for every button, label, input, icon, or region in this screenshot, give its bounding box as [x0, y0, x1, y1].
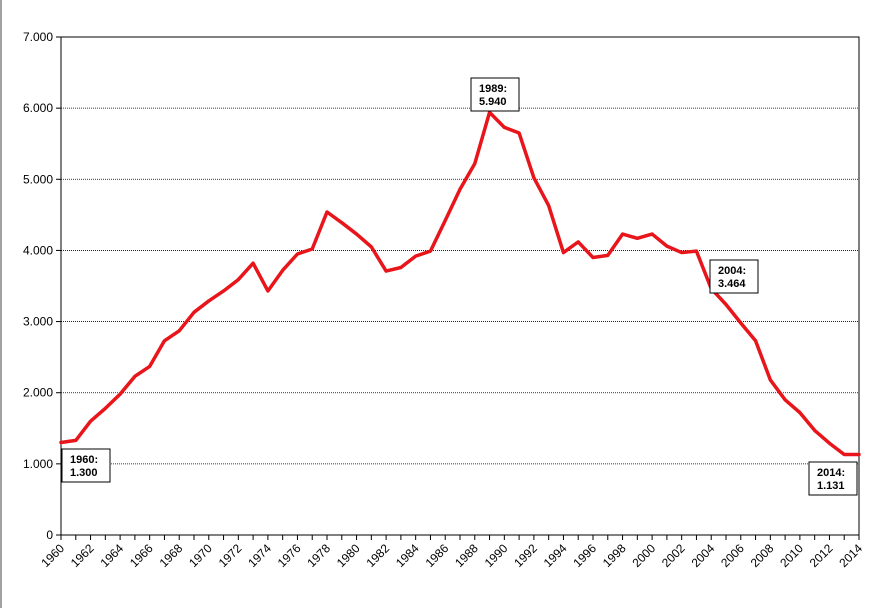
- data-point: [577, 240, 580, 244]
- annotation-year: 1960:: [70, 454, 98, 466]
- data-point: [754, 339, 757, 342]
- data-point: [488, 111, 491, 114]
- y-tick-label: 6.000: [23, 101, 53, 115]
- series-layer: [59, 110, 861, 457]
- data-point: [237, 278, 240, 281]
- data-point: [857, 453, 861, 456]
- annotation-value: 1.131: [817, 480, 845, 492]
- data-point: [370, 245, 373, 249]
- annotation-label: 2004:3.464: [709, 259, 759, 294]
- data-point: [192, 311, 196, 314]
- data-point: [665, 244, 669, 248]
- data-point: [724, 303, 728, 306]
- annotation-label: 1960:1.300: [61, 448, 111, 483]
- data-point: [798, 411, 802, 414]
- annotation-label: 2014:1.131: [808, 461, 858, 496]
- data-point: [680, 251, 683, 254]
- data-point: [621, 232, 624, 236]
- annotation-value: 3.464: [718, 278, 746, 290]
- gridlines: [61, 107, 859, 465]
- data-point: [251, 262, 255, 265]
- data-point: [133, 375, 137, 378]
- data-point: [783, 398, 787, 402]
- data-point: [59, 441, 63, 444]
- annotation-year: 2004:: [718, 265, 746, 277]
- data-point: [532, 176, 536, 180]
- data-point: [89, 419, 92, 423]
- annotations: 1960:1.300 1989:5.940 2004:3.464 2014:1.131: [61, 77, 858, 496]
- annotation-year: 2014:: [817, 467, 845, 479]
- data-point: [325, 210, 329, 214]
- data-point: [296, 252, 299, 256]
- y-axis: 0 1.000 2.000 3.000 4.000 5.000 6.000 7.000: [23, 30, 61, 542]
- data-point: [562, 251, 565, 254]
- data-point: [473, 162, 476, 165]
- data-point: [355, 232, 358, 236]
- data-point: [503, 126, 506, 129]
- annotation-box: [61, 448, 111, 483]
- data-point: [340, 221, 343, 224]
- y-tick-label: 3.000: [23, 315, 53, 329]
- data-point: [429, 249, 432, 253]
- data-point: [739, 321, 742, 325]
- data-point: [178, 329, 181, 333]
- data-point: [606, 254, 609, 257]
- annotation-box: [808, 461, 858, 496]
- data-point: [384, 269, 388, 273]
- y-tick-label: 0: [46, 528, 53, 542]
- y-tick-label: 5.000: [23, 172, 53, 186]
- data-point: [769, 378, 772, 382]
- data-point: [458, 188, 462, 191]
- annotation-box: [709, 259, 759, 294]
- data-point: [547, 204, 550, 207]
- annotation-box: [470, 77, 520, 112]
- data-point: [414, 254, 417, 258]
- y-tick-label: 4.000: [23, 243, 53, 257]
- data-point: [650, 232, 654, 236]
- data-point: [843, 453, 846, 456]
- data-point: [74, 439, 77, 442]
- data-point: [636, 237, 639, 240]
- data-point: [148, 365, 151, 368]
- data-point: [399, 266, 403, 269]
- data-point: [163, 339, 166, 342]
- data-point: [591, 256, 595, 259]
- data-point: [517, 131, 521, 135]
- data-point: [444, 219, 447, 222]
- y-tick-label: 2.000: [23, 386, 53, 400]
- data-point: [266, 289, 270, 293]
- annotation-year: 1989:: [479, 83, 507, 95]
- data-point: [813, 429, 816, 432]
- data-point: [828, 442, 831, 445]
- data-point: [695, 249, 698, 253]
- data-point: [281, 269, 284, 272]
- data-point: [207, 299, 210, 303]
- y-tick-label: 1.000: [23, 457, 53, 471]
- data-point: [311, 247, 314, 251]
- y-tick-label: 7.000: [23, 30, 53, 44]
- annotation-value: 1.300: [70, 467, 98, 479]
- data-point: [118, 392, 122, 396]
- annotation-label: 1989:5.940: [470, 77, 520, 112]
- data-point: [104, 407, 107, 410]
- data-point: [222, 289, 225, 293]
- annotation-value: 5.940: [479, 96, 507, 108]
